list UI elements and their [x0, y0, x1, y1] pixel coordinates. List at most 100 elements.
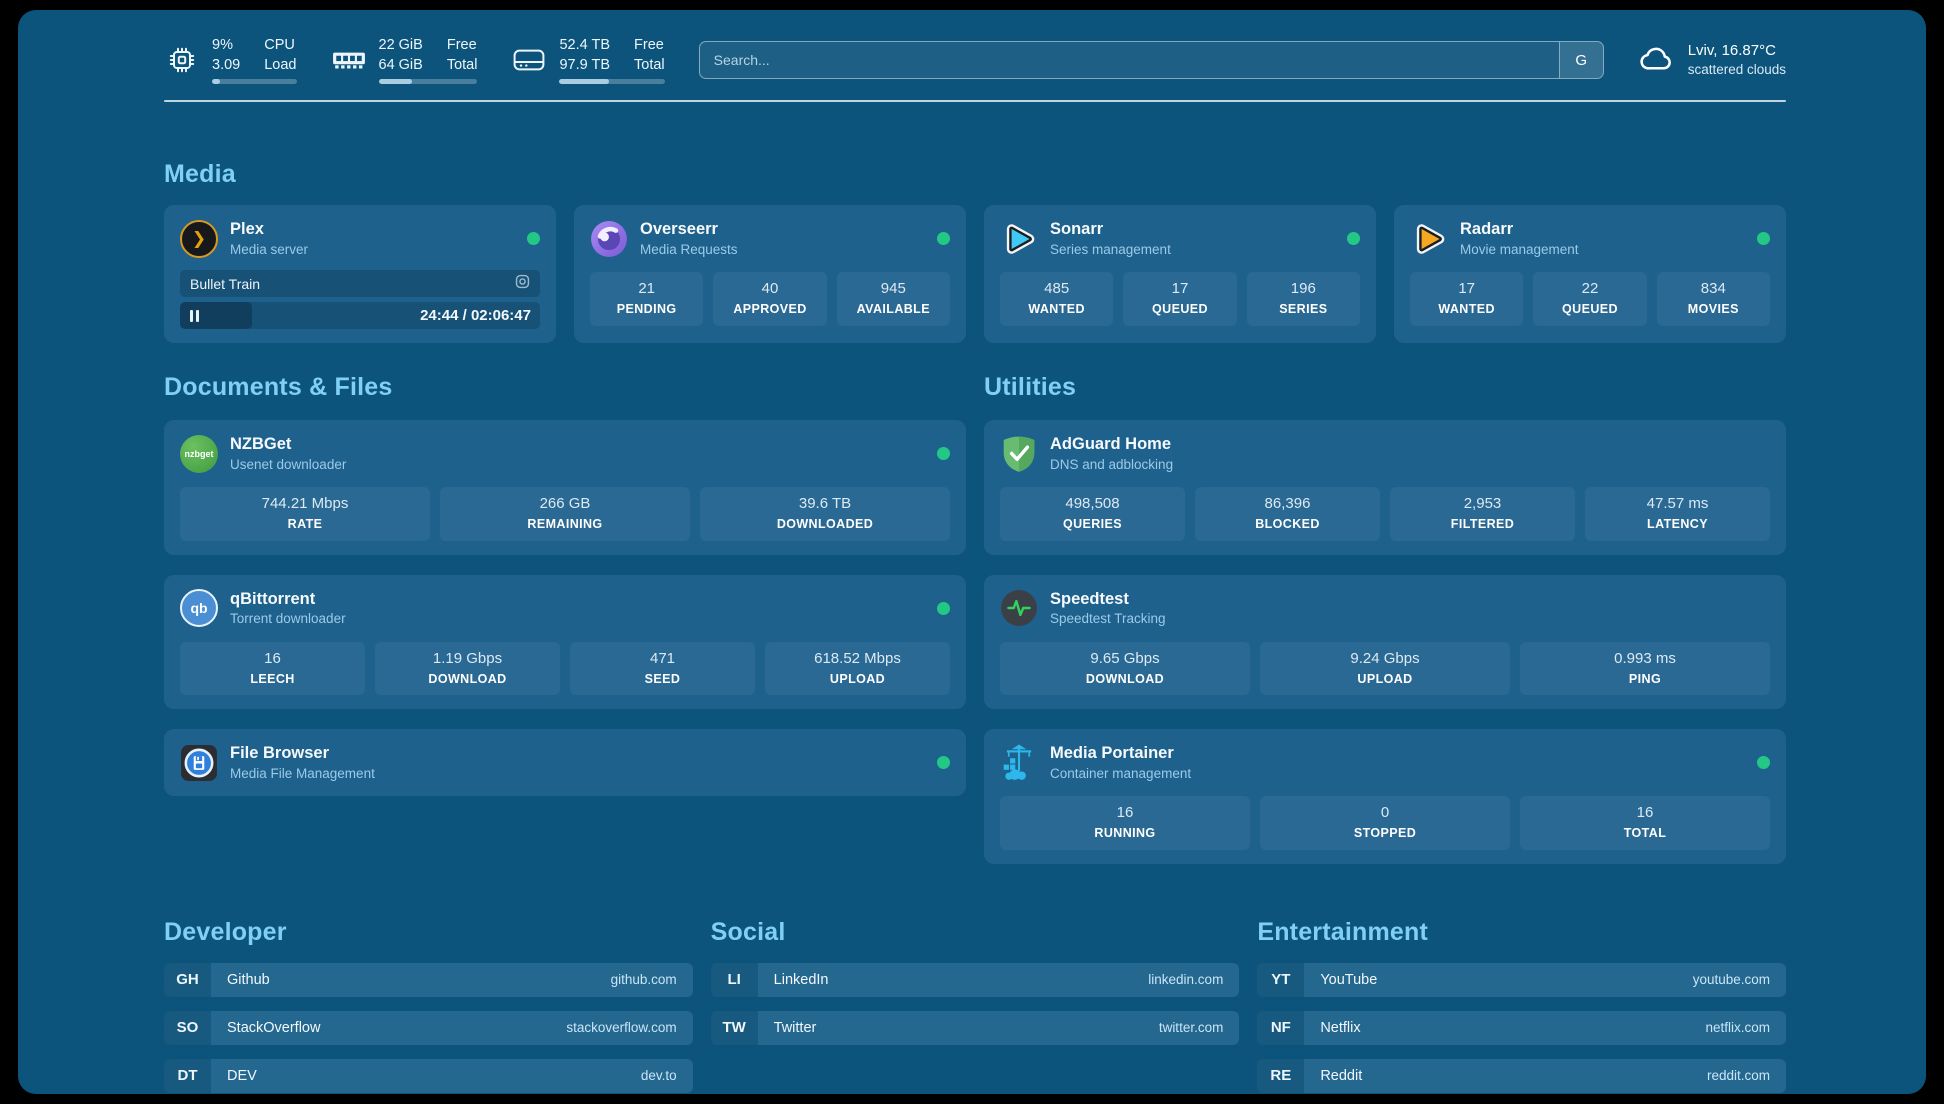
stat-tile: 744.21 Mbps RATE: [180, 487, 430, 541]
status-indicator: [937, 447, 950, 461]
qbittorrent-card[interactable]: qb qBittorrent Torrent downloader 16 LEEC…: [164, 574, 966, 710]
stat-tile: 266 GB REMAINING: [440, 487, 690, 541]
cpu-progress-bar: [212, 79, 297, 85]
status-indicator: [937, 232, 950, 246]
stat-tile: 47.57 ms LATENCY: [1585, 487, 1770, 541]
ram-total-value: 64 GiB: [378, 56, 423, 73]
cpu-load-value: 3.09: [212, 56, 241, 73]
bookmark-dev[interactable]: DT DEV dev.to: [164, 1058, 693, 1093]
bookmark-url: linkedin.com: [1148, 972, 1224, 988]
cpu-icon: [164, 42, 200, 78]
cpu-label: CPU: [264, 37, 295, 53]
pause-icon: [190, 309, 199, 322]
stat-tile: 618.52 Mbps UPLOAD: [765, 641, 950, 696]
plex-icon: ❯: [180, 219, 218, 258]
stat-tile: 17 WANTED: [1410, 272, 1524, 326]
app-description: DNS and adblocking: [1050, 456, 1174, 472]
utilities-section-title: Utilities: [984, 373, 1077, 402]
app-description: Torrent downloader: [230, 611, 346, 627]
bookmark-netflix[interactable]: NF Netflix netflix.com: [1257, 1010, 1786, 1045]
search-input[interactable]: [699, 42, 1559, 79]
radarr-icon: [1410, 220, 1448, 258]
bookmark-abbr: RE: [1257, 1058, 1305, 1093]
topbar: 9% 3.09 CPU Load: [164, 36, 1786, 85]
now-playing-title: Bullet Train: [190, 275, 261, 292]
bookmark-stackoverflow[interactable]: SO StackOverflow stackoverflow.com: [164, 1010, 693, 1045]
now-playing-widget: Bullet Train 24:44 / 02:06:47: [180, 270, 540, 330]
bookmark-group-title: Entertainment: [1257, 917, 1429, 946]
app-name: NZBGet: [230, 435, 292, 454]
overseerr-card[interactable]: Overseerr Media Requests 21 PENDING 40 APP…: [574, 205, 966, 344]
plex-card[interactable]: ❯ Plex Media server Bullet Train: [164, 205, 556, 344]
status-indicator: [1757, 232, 1770, 246]
ram-progress-bar: [378, 79, 478, 85]
bookmark-name: Github: [227, 971, 270, 988]
app-name: Radarr: [1460, 220, 1514, 239]
disk-progress-bar: [559, 79, 665, 85]
playback-time: 24:44 / 02:06:47: [420, 307, 531, 325]
cpu-percent: 9%: [212, 37, 233, 53]
stat-tile: 196 SERIES: [1246, 272, 1360, 326]
bookmark-linkedin[interactable]: LI LinkedIn linkedin.com: [710, 962, 1240, 997]
filebrowser-card[interactable]: File Browser Media File Management: [164, 729, 966, 797]
bookmark-name: YouTube: [1320, 971, 1378, 988]
app-name: Sonarr: [1050, 220, 1104, 239]
bookmark-url: github.com: [610, 972, 677, 988]
ram-free-label: Free: [446, 37, 477, 53]
weather-condition: scattered clouds: [1687, 62, 1786, 78]
sonarr-icon: [1000, 220, 1038, 258]
search-bar[interactable]: G: [698, 41, 1604, 80]
speedtest-card[interactable]: Speedtest Speedtest Tracking 9.65 Gbps DO…: [984, 574, 1786, 710]
documents-section-title: Documents & Files: [164, 373, 393, 402]
weather-widget: Lviv, 16.87°C scattered clouds: [1638, 41, 1786, 79]
ram-icon: [331, 42, 367, 78]
cloud-icon: [1638, 42, 1676, 79]
qbittorrent-icon: qb: [180, 589, 218, 628]
app-description: Media server: [230, 241, 309, 257]
disk-free-label: Free: [634, 37, 664, 53]
documents-section: Documents & Files nzbget NZBGet Usenet d…: [164, 373, 966, 797]
bookmark-url: stackoverflow.com: [566, 1020, 677, 1036]
app-name: qBittorrent: [230, 589, 316, 608]
sonarr-card[interactable]: Sonarr Series management 485 WANTED 17 QUE…: [984, 205, 1376, 344]
stat-tile: 21 PENDING: [590, 272, 704, 326]
stat-tile: 17 QUEUED: [1123, 272, 1237, 326]
stat-tile: 1.19 Gbps DOWNLOAD: [375, 641, 560, 696]
adguard-shield-icon: [1000, 435, 1038, 473]
stat-tile: 16 LEECH: [180, 641, 365, 696]
stat-tile: 39.6 TB DOWNLOADED: [700, 487, 950, 541]
stat-tile: 834 MOVIES: [1656, 272, 1770, 326]
bookmark-group-social: Social LI LinkedIn linkedin.com TW Twitt…: [710, 918, 1240, 1093]
stat-tile: 16 TOTAL: [1520, 796, 1770, 850]
app-description: Series management: [1050, 241, 1171, 257]
bookmark-url: reddit.com: [1706, 1068, 1770, 1084]
adguard-card[interactable]: AdGuard Home DNS and adblocking 498,508 Q…: [984, 420, 1786, 555]
weather-location-temp: Lviv, 16.87°C: [1687, 41, 1776, 59]
portainer-card[interactable]: Media Portainer Container management 16 R…: [984, 729, 1786, 864]
app-description: Usenet downloader: [230, 456, 347, 472]
radarr-card[interactable]: Radarr Movie management 17 WANTED 22 QUEUE…: [1394, 205, 1786, 344]
bookmark-youtube[interactable]: YT YouTube youtube.com: [1257, 962, 1786, 997]
bookmark-name: StackOverflow: [227, 1019, 321, 1036]
bookmark-name: Reddit: [1320, 1067, 1363, 1084]
utilities-section: Utilities AdGuard Home DNS and adblockin…: [984, 373, 1786, 864]
stat-tile: 945 AVAILABLE: [836, 272, 950, 326]
bookmark-reddit[interactable]: RE Reddit reddit.com: [1257, 1058, 1786, 1093]
search-engine-button[interactable]: G: [1558, 42, 1603, 79]
stat-tile: 22 QUEUED: [1533, 272, 1647, 326]
nzbget-card[interactable]: nzbget NZBGet Usenet downloader 744.21 M…: [164, 420, 966, 555]
dashboard: 9% 3.09 CPU Load: [18, 10, 1926, 1094]
app-name: Plex: [230, 220, 264, 239]
bookmark-twitter[interactable]: TW Twitter twitter.com: [710, 1010, 1240, 1045]
disk-free-value: 52.4 TB: [559, 37, 611, 53]
ram-stat: 22 GiB 64 GiB Free Total: [331, 36, 478, 85]
media-section: Media ❯ Plex Media server Bullet Train: [164, 160, 1786, 344]
bookmark-url: twitter.com: [1158, 1020, 1224, 1036]
disk-total-label: Total: [634, 56, 665, 73]
bookmark-abbr: LI: [710, 962, 758, 997]
bookmark-github[interactable]: GH Github github.com: [164, 962, 693, 997]
status-indicator: [527, 232, 540, 246]
status-indicator: [1757, 756, 1770, 770]
app-description: Media File Management: [230, 765, 375, 781]
ram-total-label: Total: [446, 56, 478, 73]
